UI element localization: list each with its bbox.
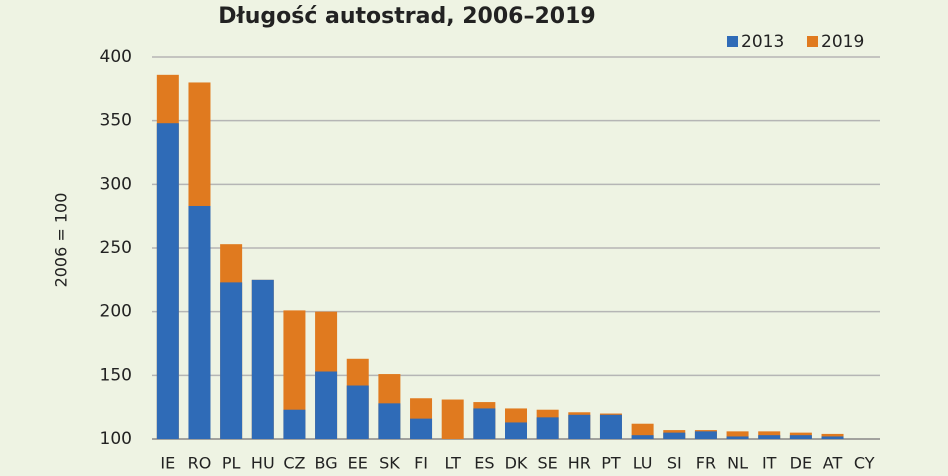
x-tick-label: CY xyxy=(854,454,875,473)
x-tick-label: PT xyxy=(601,454,621,473)
x-tick-label: AT xyxy=(823,454,843,473)
bar xyxy=(726,431,749,439)
x-tick-label: HR xyxy=(568,454,591,473)
legend-label: 2019 xyxy=(821,32,864,52)
x-tick-label: SE xyxy=(538,454,558,473)
y-tick-label: 350 xyxy=(100,111,132,131)
y-tick-label: 150 xyxy=(100,365,132,385)
x-tick-label: LU xyxy=(633,454,653,473)
x-tick-label: HU xyxy=(251,454,275,473)
bar xyxy=(758,435,781,439)
bar xyxy=(283,409,306,439)
x-tick-label: DK xyxy=(505,454,528,473)
bar xyxy=(441,399,464,439)
y-tick-label: 400 xyxy=(100,47,132,67)
x-tick-label: PL xyxy=(222,454,241,473)
bar xyxy=(694,431,717,439)
bar xyxy=(156,123,179,440)
x-tick-label: IT xyxy=(762,454,777,473)
bar xyxy=(410,418,433,439)
x-tick-label: SK xyxy=(379,454,400,473)
bar xyxy=(378,403,401,439)
x-tick-label: FI xyxy=(414,454,428,473)
x-tick-label: NL xyxy=(727,454,748,473)
y-axis-label: 2006 = 100 xyxy=(52,193,71,288)
bar xyxy=(188,205,211,439)
y-tick-label: 300 xyxy=(100,174,132,194)
x-tick-label: LT xyxy=(444,454,461,473)
y-tick-label: 250 xyxy=(100,238,132,258)
y-tick-label: 200 xyxy=(100,302,132,322)
bar xyxy=(631,435,654,439)
x-tick-label: RO xyxy=(188,454,212,473)
bar xyxy=(821,436,844,439)
bar xyxy=(599,414,622,439)
bar xyxy=(315,371,338,439)
bar xyxy=(220,282,243,439)
x-tick-label: EE xyxy=(348,454,368,473)
chart-title: Długość autostrad, 2006–2019 xyxy=(218,4,595,29)
bar xyxy=(663,432,686,439)
x-tick-label: IE xyxy=(160,454,175,473)
legend-swatch xyxy=(807,36,818,47)
x-tick-label: DE xyxy=(790,454,812,473)
bar xyxy=(505,422,527,439)
bar xyxy=(789,435,812,439)
x-tick-label: BG xyxy=(315,454,338,473)
x-tick-label: SI xyxy=(667,454,682,473)
bar xyxy=(536,417,559,439)
bar xyxy=(251,279,274,439)
x-tick-label: FR xyxy=(696,454,716,473)
bar xyxy=(568,414,591,439)
legend-label: 2013 xyxy=(741,32,784,52)
bar xyxy=(283,310,306,439)
bar xyxy=(346,385,369,439)
y-tick-label: 100 xyxy=(100,429,132,449)
x-tick-label: CZ xyxy=(283,454,305,473)
bar xyxy=(473,408,496,439)
legend-swatch xyxy=(727,36,738,47)
x-tick-label: ES xyxy=(474,454,494,473)
bar xyxy=(726,436,749,439)
